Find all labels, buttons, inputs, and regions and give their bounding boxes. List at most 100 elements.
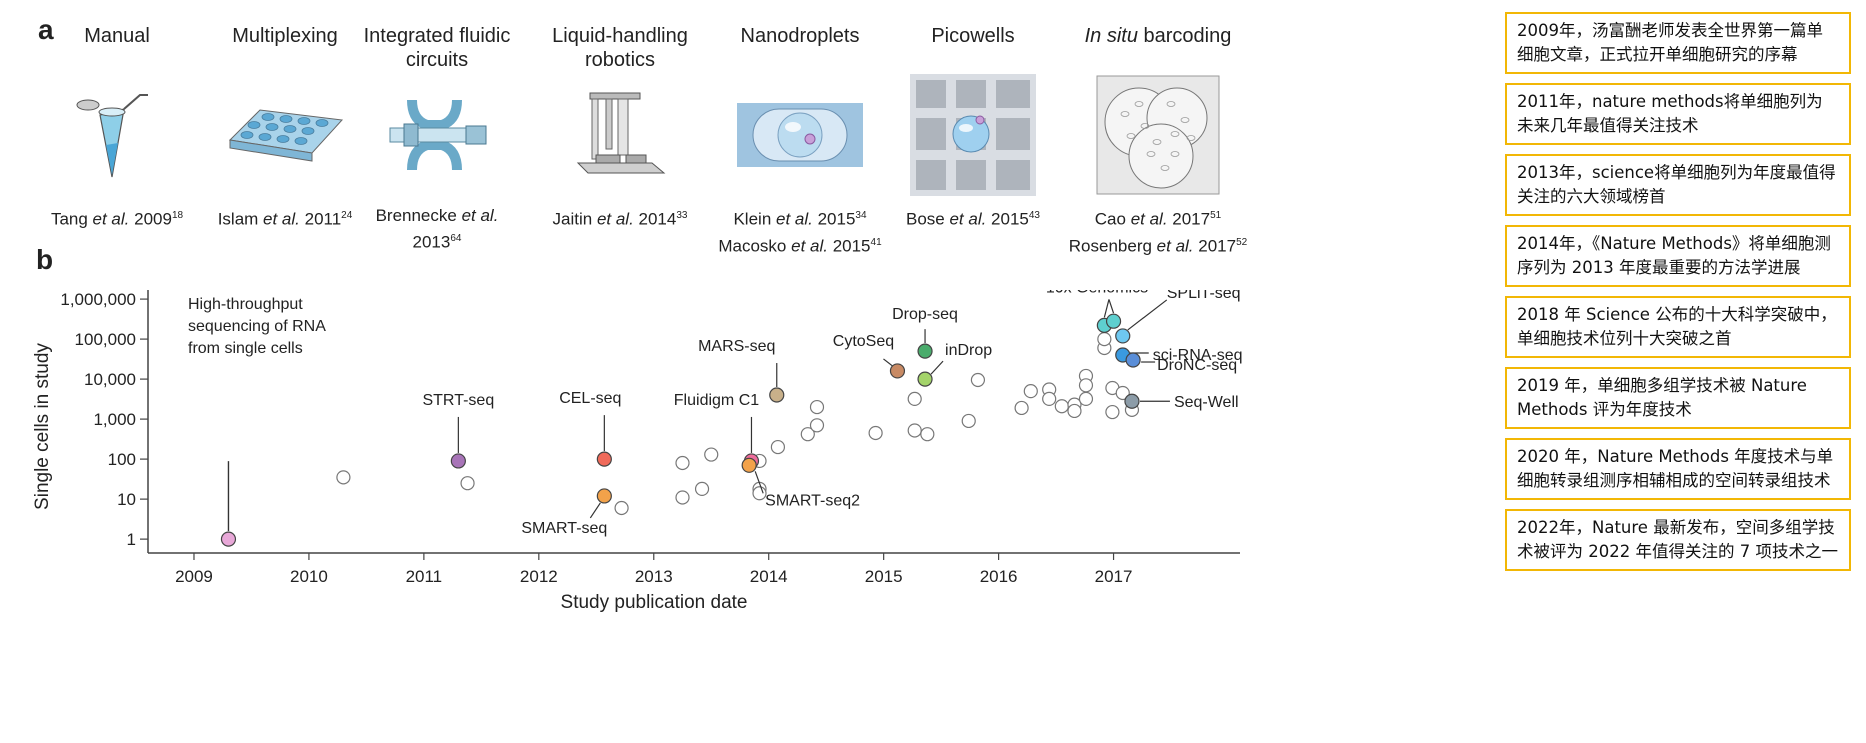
highlighted-point bbox=[450, 453, 466, 469]
point-label: CytoSeq bbox=[833, 333, 894, 350]
picowell-grid-icon bbox=[888, 74, 1058, 196]
point-label: sci-RNA-seq bbox=[1153, 347, 1243, 364]
multiwell-plate-icon bbox=[200, 76, 370, 194]
y-tick-label: 1,000 bbox=[93, 410, 136, 429]
highlighted-point bbox=[889, 363, 906, 379]
technique-reference: Jaitin et al. 201433 bbox=[552, 209, 688, 229]
study-point bbox=[800, 427, 815, 442]
study-point bbox=[1054, 399, 1069, 414]
point-label: STRT-seq bbox=[422, 392, 494, 409]
study-point bbox=[675, 455, 690, 471]
study-point bbox=[970, 372, 986, 388]
chart-axes bbox=[147, 290, 1240, 554]
technique-reference: Brennecke et al. 201364 bbox=[375, 206, 499, 252]
technique-manual: Manual Tang et al. 200918 bbox=[32, 24, 202, 231]
point-label: inDrop bbox=[945, 342, 992, 359]
technique-liquid-handling-robotics: Liquid-handling robotics Jaitin et al. 2… bbox=[535, 24, 705, 231]
point-label: from single cells bbox=[188, 340, 303, 357]
y-tick-label: 1,000,000 bbox=[60, 290, 136, 309]
leader-line bbox=[883, 358, 893, 367]
y-tick-label: 100,000 bbox=[75, 330, 136, 349]
x-tick-label: 2015 bbox=[865, 567, 903, 586]
study-point bbox=[675, 490, 690, 505]
technique-title: Integrated fluidic circuits bbox=[363, 25, 511, 71]
technique-in-situ-barcoding: In situ barcoding Cao et al. 201751 Rosen… bbox=[1068, 24, 1248, 257]
technique-reference: Tang et al. 200918 bbox=[50, 209, 184, 229]
study-point bbox=[1078, 391, 1094, 406]
highlighted-point bbox=[917, 343, 933, 359]
leader-line bbox=[1103, 299, 1110, 318]
study-point bbox=[809, 418, 825, 433]
leader-line bbox=[1108, 299, 1115, 314]
point-label: SPLiT-seq bbox=[1167, 290, 1241, 302]
milestone-note: 2019 年，单细胞多组学技术被 Nature Methods 评为年度技术 bbox=[1505, 367, 1851, 429]
x-tick-label: 2010 bbox=[290, 567, 328, 586]
leader-line bbox=[589, 502, 601, 519]
technique-title: Picowells bbox=[931, 25, 1015, 47]
technique-title: Nanodroplets bbox=[740, 25, 860, 47]
point-label: SMART-seq2 bbox=[765, 492, 860, 509]
milestone-note: 2020 年，Nature Methods 年度技术与单细胞转录组测序相辅相成的… bbox=[1505, 438, 1851, 500]
study-point bbox=[868, 425, 883, 441]
study-point bbox=[1042, 391, 1057, 406]
point-label: Fluidigm C1 bbox=[674, 392, 759, 409]
x-tick-label: 2013 bbox=[635, 567, 673, 586]
y-tick-label: 10 bbox=[117, 490, 136, 509]
study-point bbox=[336, 470, 351, 485]
study-point bbox=[907, 391, 922, 406]
milestone-note: 2014年，《Nature Methods》将单细胞测序列为 2013 年度最重… bbox=[1505, 225, 1851, 287]
technique-multiplexing: Multiplexing Islam et al. 201124 bbox=[200, 24, 370, 231]
x-tick-label: 2011 bbox=[406, 567, 443, 586]
technique-integrated-fluidic-circuits: Integrated fluidic circuits Brennecke et… bbox=[352, 24, 522, 254]
panel-a-label: a bbox=[38, 14, 54, 45]
study-point bbox=[1105, 404, 1120, 420]
point-label: sequencing of RNA bbox=[188, 318, 326, 335]
x-tick-label: 2014 bbox=[750, 567, 788, 586]
leader-line bbox=[930, 360, 944, 375]
technique-title: In situ barcoding bbox=[1084, 25, 1232, 47]
x-tick-label: 2016 bbox=[980, 567, 1018, 586]
x-tick-label: 2017 bbox=[1095, 567, 1133, 586]
fluidic-circuit-icon bbox=[352, 76, 522, 194]
study-point bbox=[1014, 400, 1029, 416]
technique-reference: Cao et al. 201751 Rosenberg et al. 201752 bbox=[1068, 209, 1248, 256]
chart-ticks: 2009 2010 2011 2012 2013 2014 2015 2016 2017 1 10 1… bbox=[60, 290, 1132, 586]
study-point bbox=[961, 413, 976, 429]
study-point bbox=[704, 447, 719, 462]
point-label: MARS-seq bbox=[698, 338, 775, 355]
eppendorf-tube-icon bbox=[32, 76, 202, 194]
y-tick-label: 1 bbox=[127, 530, 136, 549]
highlighted-point bbox=[741, 457, 757, 473]
study-point bbox=[460, 476, 475, 491]
milestone-notes: 2009年，汤富酬老师发表全世界第一篇单细胞文章，正式拉开单细胞研究的序幕 20… bbox=[1505, 12, 1851, 580]
study-point bbox=[1067, 403, 1082, 419]
point-label: DroNC-seq bbox=[1157, 357, 1237, 374]
y-axis-label: Single cells in study bbox=[32, 343, 53, 510]
y-tick-label: 10,000 bbox=[84, 370, 136, 389]
x-tick-label: 2009 bbox=[175, 567, 213, 586]
y-tick-label: 100 bbox=[108, 450, 136, 469]
technique-nanodroplets: Nanodroplets Klein et al. 201534 Macosko … bbox=[715, 24, 885, 257]
highlighted-point bbox=[596, 451, 612, 467]
in-situ-barcoding-icon bbox=[1068, 75, 1248, 195]
robot-icon bbox=[535, 76, 705, 194]
technique-picowells: Picowells Bose et al. 201543 bbox=[888, 24, 1058, 231]
highlighted-point bbox=[220, 531, 237, 547]
technique-title: Multiplexing bbox=[232, 25, 338, 47]
point-label: High-throughput bbox=[188, 296, 303, 313]
milestone-note: 2018 年 Science 公布的十大科学突破中，单细胞技术位列十大突破之首 bbox=[1505, 296, 1851, 358]
highlighted-point bbox=[1124, 393, 1140, 409]
technique-title: Liquid-handling robotics bbox=[552, 25, 688, 71]
highlight-labels: High-throughput sequencing of RNA from sin… bbox=[188, 290, 1243, 537]
study-point bbox=[907, 423, 922, 438]
leader-line bbox=[1127, 299, 1168, 331]
study-point bbox=[1078, 378, 1094, 393]
point-label: 10x Genomics bbox=[1046, 290, 1148, 296]
study-point bbox=[1023, 384, 1038, 399]
milestone-note: 2009年，汤富酬老师发表全世界第一篇单细胞文章，正式拉开单细胞研究的序幕 bbox=[1505, 12, 1851, 74]
point-label: SMART-seq bbox=[521, 520, 607, 537]
milestone-note: 2011年，nature methods将单细胞列为未来几年最值得关注技术 bbox=[1505, 83, 1851, 145]
study-point bbox=[809, 399, 825, 415]
highlighted-point bbox=[1115, 328, 1131, 344]
highlighted-point bbox=[596, 488, 612, 504]
